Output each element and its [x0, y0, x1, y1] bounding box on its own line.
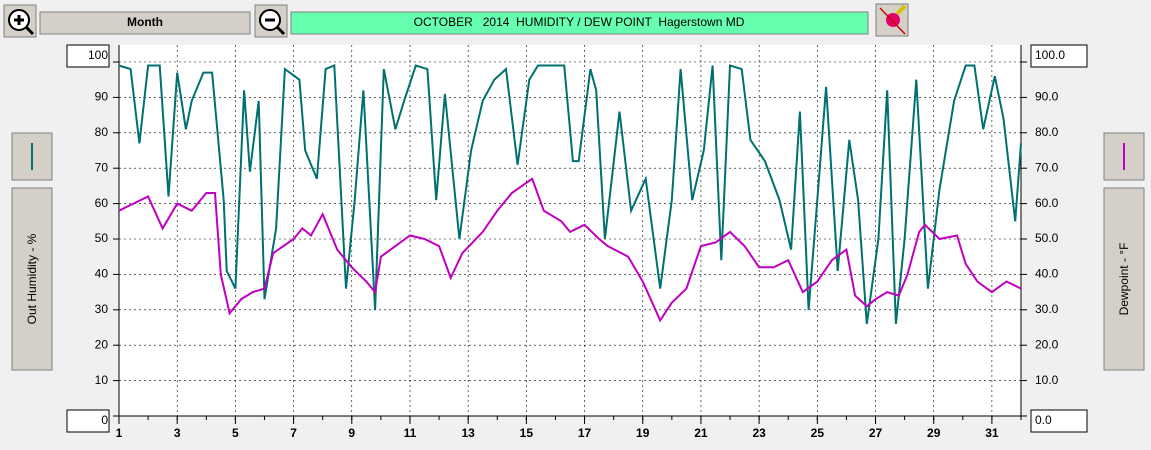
y-axis-label: Out Humidity - % — [25, 233, 39, 324]
x-tick-label: 9 — [348, 426, 355, 440]
series-line — [118, 64, 1022, 325]
y-tick-label: 90 — [95, 90, 109, 104]
y2-tick-label: 80.0 — [1035, 125, 1059, 139]
y2-axis-label: Dewpoint - °F — [1117, 243, 1131, 316]
zoom-in-button[interactable] — [3, 4, 37, 38]
y-tick-label: 20 — [95, 337, 109, 351]
y2-tick-label: 90.0 — [1035, 90, 1059, 104]
y-tick-box — [66, 409, 110, 433]
y2-tick-label: 30.0 — [1035, 302, 1059, 316]
x-tick-label: 3 — [174, 426, 181, 440]
tool-button[interactable] — [875, 3, 909, 37]
y2-label-button[interactable] — [1103, 187, 1145, 371]
y2-tick-label: 100.0 — [1035, 48, 1065, 62]
x-tick-label: 29 — [927, 426, 941, 440]
x-tick-label: 5 — [232, 426, 239, 440]
x-tick-label: 31 — [985, 426, 999, 440]
y-tick-label: 70 — [95, 160, 109, 174]
y-tick-label: 30 — [95, 302, 109, 316]
x-tick-label: 11 — [404, 426, 417, 440]
x-tick-label: 23 — [752, 426, 766, 440]
y2-tick-box — [1030, 44, 1088, 68]
zoom-out-button[interactable] — [254, 4, 288, 38]
y-tick-label: 10 — [95, 373, 109, 387]
y-tick-label: 100 — [88, 48, 108, 62]
x-tick-label: 15 — [520, 426, 534, 440]
y-tick-label: 0 — [101, 413, 108, 427]
x-tick-label: 1 — [116, 426, 123, 440]
range-label: Month — [127, 15, 163, 29]
y2-tick-label: 60.0 — [1035, 196, 1059, 210]
y2-tick-label: 10.0 — [1035, 373, 1059, 387]
y-tick-label: 50 — [95, 231, 109, 245]
chart-title: OCTOBER 2014 HUMIDITY / DEW POINT Hagers… — [414, 15, 745, 29]
x-tick-label: 21 — [694, 426, 708, 440]
y-tick-box — [66, 44, 110, 68]
y2-tick-label: 40.0 — [1035, 267, 1059, 281]
y2-tick-label: 50.0 — [1035, 231, 1059, 245]
y-tick-label: 60 — [95, 196, 109, 210]
y-tick-label: 80 — [95, 125, 109, 139]
x-tick-label: 27 — [869, 426, 883, 440]
x-tick-label: 25 — [811, 426, 825, 440]
x-tick-label: 17 — [578, 426, 592, 440]
series-line — [118, 177, 1022, 323]
title-bar — [290, 11, 869, 35]
y2-tick-label: 0.0 — [1035, 413, 1052, 427]
range-button[interactable]: Month — [39, 11, 251, 35]
y-tick-label: 40 — [95, 267, 109, 281]
y2-tick-label: 20.0 — [1035, 337, 1059, 351]
x-tick-label: 7 — [290, 426, 297, 440]
y2-tick-label: 70.0 — [1035, 160, 1059, 174]
x-tick-label: 13 — [461, 426, 475, 440]
y2-tick-box — [1030, 409, 1088, 433]
x-tick-label: 19 — [636, 426, 650, 440]
y-label-button[interactable] — [11, 187, 53, 371]
